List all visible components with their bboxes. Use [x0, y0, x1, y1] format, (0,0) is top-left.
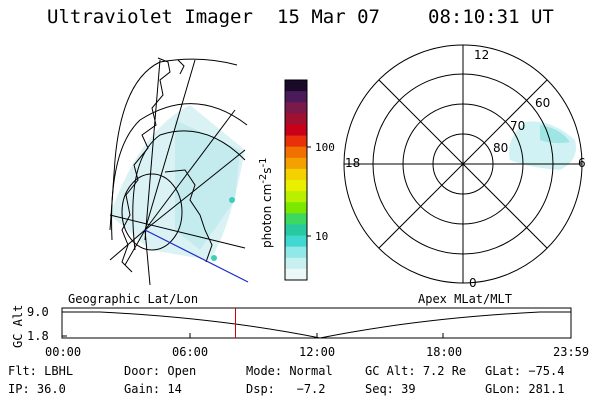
colorbar-band	[285, 235, 307, 248]
mlt-label-12: 12	[474, 48, 490, 62]
colorbar-band	[285, 224, 307, 237]
timeline-ytick-top: 9.0	[27, 305, 49, 319]
colorbar-band	[285, 191, 307, 203]
geo-map	[109, 57, 249, 286]
mlat-label-60: 60	[535, 96, 551, 110]
colorbar-unit-label: photon cm-2s-1	[258, 157, 274, 248]
info-gc-alt: GC Alt: 7.2 Re	[365, 364, 467, 378]
colorbar	[284, 79, 311, 281]
instrument-title: Ultraviolet Imager	[47, 6, 253, 28]
colorbar-band	[285, 124, 307, 137]
colorbar-band	[285, 102, 307, 114]
colorbar-tick-10: 10	[315, 230, 329, 243]
timeline-xtick-2359: 23:59	[553, 345, 590, 359]
info-seq: Seq: 39	[365, 382, 416, 396]
colorbar-band	[285, 180, 307, 192]
info-filter: Flt: LBHL	[8, 364, 74, 378]
mlat-label-80: 80	[493, 141, 509, 155]
colorbar-band	[285, 80, 307, 92]
colorbar-band	[285, 91, 307, 103]
colorbar-band	[285, 268, 307, 281]
colorbar-band	[285, 213, 307, 225]
info-glon: GLon: 281.1	[485, 382, 565, 396]
mlt-label-6: 6	[578, 156, 586, 170]
polar-grid	[343, 44, 583, 284]
observation-time: 08:10:31 UT	[428, 6, 554, 28]
colorbar-band	[285, 246, 307, 259]
timeline-xtick-1800: 18:00	[426, 345, 463, 359]
colorbar-band	[285, 168, 307, 181]
colorbar-tick-100: 100	[315, 141, 335, 154]
colorbar-band	[285, 113, 307, 125]
polar-panel-label: Apex MLat/MLT	[418, 292, 512, 306]
colorbar-band	[285, 146, 307, 159]
colorbar-band	[285, 157, 307, 170]
geo-panel-label: Geographic Lat/Lon	[68, 292, 199, 306]
timeline-ylabel: GC Alt	[11, 304, 25, 348]
colorbar-band	[285, 135, 307, 148]
timeline-plot	[61, 307, 572, 339]
observation-date: 15 Mar 07	[277, 6, 380, 28]
info-glat: GLat: −75.4	[485, 364, 565, 378]
mlt-label-0: 0	[469, 276, 477, 290]
info-gain: Gain: 14	[124, 382, 182, 396]
timeline-xtick-0600: 06:00	[172, 345, 209, 359]
mlat-label-70: 70	[510, 119, 526, 133]
mlt-label-18: 18	[345, 156, 361, 170]
colorbar-band	[285, 202, 307, 214]
info-ip: IP: 36.0	[8, 382, 66, 396]
info-dsp: Dsp: −7.2	[246, 382, 326, 396]
colorbar-band	[285, 257, 307, 270]
timeline-ytick-bottom: 1.8	[27, 329, 49, 343]
info-door: Door: Open	[124, 364, 197, 378]
info-mode: Mode: Normal	[246, 364, 333, 378]
timeline-xtick-1200: 12:00	[299, 345, 336, 359]
timeline-xtick-0000: 00:00	[45, 345, 82, 359]
